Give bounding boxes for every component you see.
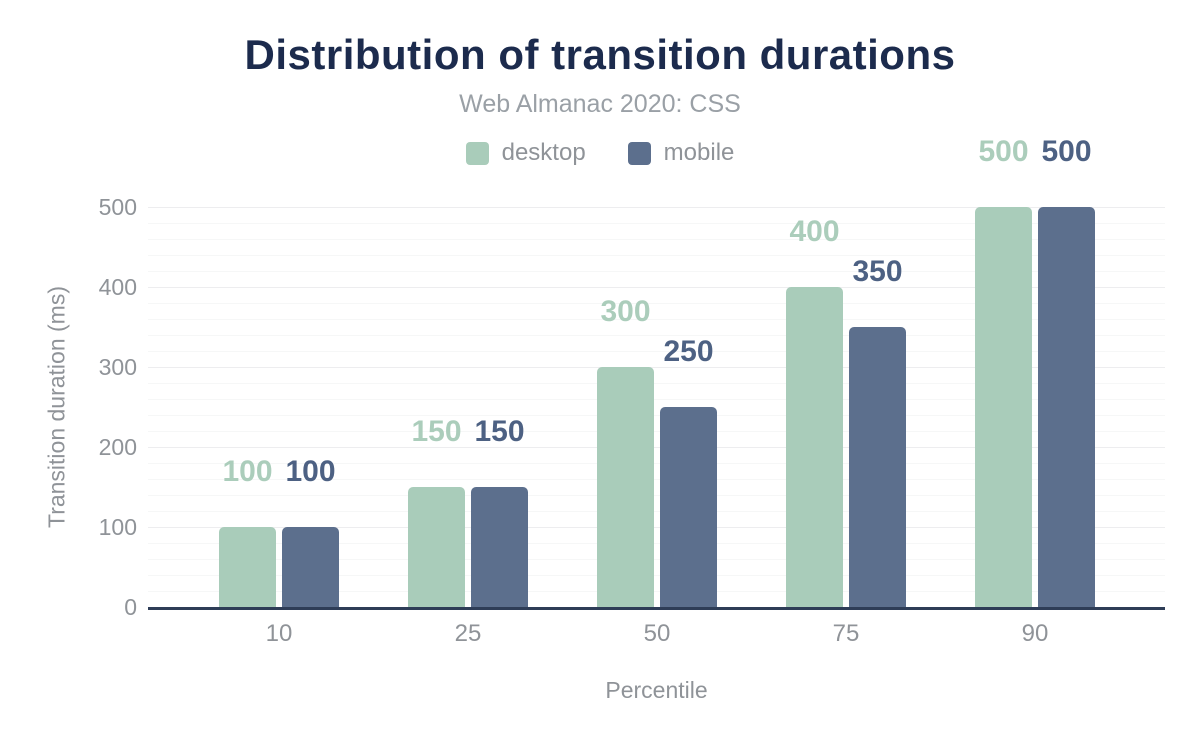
bar-desktop-p50 xyxy=(597,367,654,607)
bar-value-mobile-p90: 500 xyxy=(1041,135,1092,168)
mobile-swatch-icon xyxy=(627,141,651,165)
y-tick-0: 0 xyxy=(124,594,137,620)
plot-area xyxy=(148,207,1165,610)
y-tick-400: 400 xyxy=(98,274,137,300)
y-tick-100: 100 xyxy=(98,514,137,540)
bar-mobile-p10 xyxy=(282,527,339,607)
bar-value-mobile-p25: 150 xyxy=(474,415,525,448)
bar-mobile-p25 xyxy=(471,487,528,607)
bar-value-mobile-p75: 350 xyxy=(852,255,903,288)
bar-desktop-p25 xyxy=(408,487,465,607)
legend-item-desktop: desktop xyxy=(465,139,586,166)
bar-desktop-p10 xyxy=(219,527,276,607)
y-axis-title: Transition duration (ms) xyxy=(43,285,70,529)
y-tick-300: 300 xyxy=(98,354,137,380)
legend-label-mobile: mobile xyxy=(663,139,735,166)
x-tick-90: 90 xyxy=(1021,620,1049,647)
legend: desktop mobile xyxy=(0,141,1200,165)
x-tick-10: 10 xyxy=(265,620,293,647)
bar-mobile-p50 xyxy=(660,407,717,607)
bar-desktop-p90 xyxy=(975,207,1032,607)
x-tick-25: 25 xyxy=(454,620,482,647)
bar-value-desktop-p10: 100 xyxy=(222,455,273,488)
y-tick-500: 500 xyxy=(98,194,137,220)
bar-desktop-p75 xyxy=(786,287,843,607)
bar-mobile-p90 xyxy=(1038,207,1095,607)
legend-label-desktop: desktop xyxy=(501,139,586,166)
bar-value-desktop-p75: 400 xyxy=(789,215,840,248)
bar-value-mobile-p50: 250 xyxy=(663,335,714,368)
bar-value-mobile-p10: 100 xyxy=(285,455,336,488)
chart-subtitle: Web Almanac 2020: CSS xyxy=(459,90,741,118)
y-tick-200: 200 xyxy=(98,434,137,460)
bar-value-desktop-p90: 500 xyxy=(978,135,1029,168)
x-tick-50: 50 xyxy=(643,620,671,647)
bar-value-desktop-p50: 300 xyxy=(600,295,651,328)
bar-mobile-p75 xyxy=(849,327,906,607)
x-axis-title: Percentile xyxy=(605,677,708,703)
desktop-swatch-icon xyxy=(465,141,489,165)
bar-value-desktop-p25: 150 xyxy=(411,415,462,448)
chart-title: Distribution of transition durations xyxy=(244,31,956,78)
x-tick-75: 75 xyxy=(832,620,860,647)
legend-item-mobile: mobile xyxy=(627,139,735,166)
